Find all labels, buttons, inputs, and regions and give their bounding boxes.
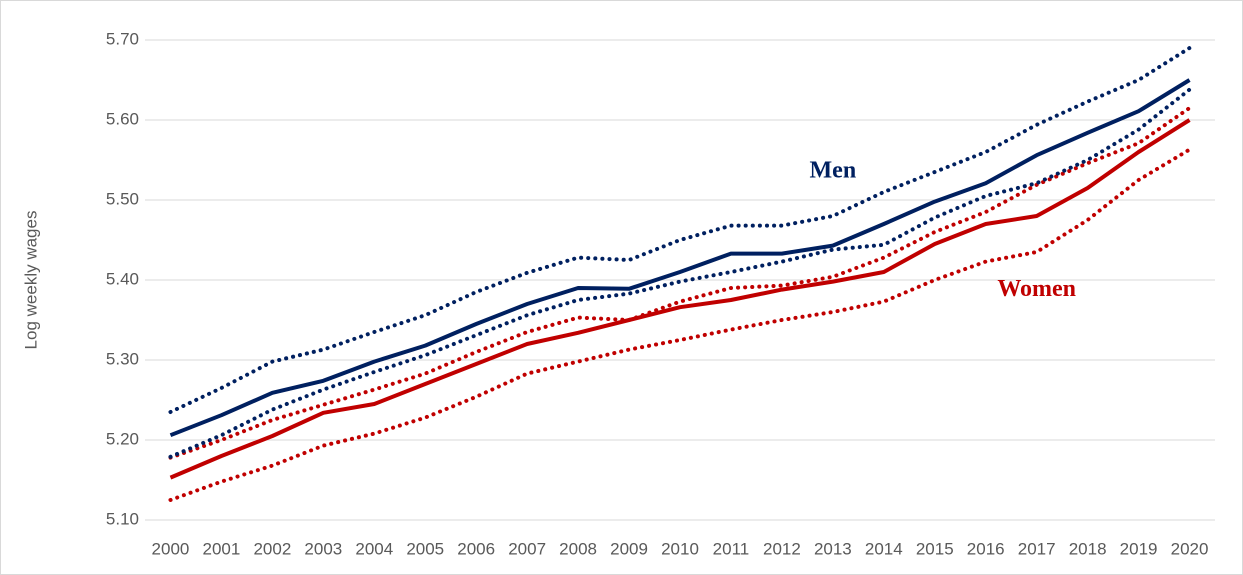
x-tick-label: 2004 — [355, 539, 393, 558]
annotation: Women — [997, 276, 1076, 302]
x-tick-label: 2016 — [967, 539, 1005, 558]
x-tick-label: 2003 — [304, 539, 342, 558]
series-line — [168, 46, 1192, 414]
x-tick-label: 2005 — [406, 539, 444, 558]
x-tick-label: 2008 — [559, 539, 597, 558]
x-tick-label: 2019 — [1120, 539, 1158, 558]
x-tick-label: 2006 — [457, 539, 495, 558]
x-tick-label: 2014 — [865, 539, 903, 558]
y-axis-label: Log weekly wages — [21, 211, 40, 350]
x-tick-label: 2017 — [1018, 539, 1056, 558]
x-tick-label: 2010 — [661, 539, 699, 558]
x-tick-label: 2018 — [1069, 539, 1107, 558]
annotation: Men — [810, 158, 857, 184]
y-tick-label: 5.50 — [106, 189, 139, 208]
series-line — [169, 78, 1191, 438]
series-line — [168, 147, 1192, 502]
x-tick-label: 2013 — [814, 539, 852, 558]
series-line — [168, 87, 1192, 459]
x-tick-label: 2015 — [916, 539, 954, 558]
y-tick-label: 5.30 — [106, 349, 139, 368]
y-tick-label: 5.70 — [106, 29, 139, 48]
x-tick-label: 2001 — [203, 539, 241, 558]
x-tick-label: 2009 — [610, 539, 648, 558]
y-tick-label: 5.60 — [106, 109, 139, 128]
x-tick-label: 2012 — [763, 539, 801, 558]
y-tick-label: 5.40 — [106, 269, 139, 288]
x-tick-label: 2000 — [152, 539, 190, 558]
series-line — [168, 106, 1192, 460]
x-tick-label: 2007 — [508, 539, 546, 558]
x-tick-label: 2002 — [253, 539, 291, 558]
x-tick-label: 2020 — [1171, 539, 1209, 558]
x-tick-label: 2011 — [713, 539, 750, 558]
y-tick-label: 5.10 — [106, 509, 139, 528]
series-line — [169, 118, 1191, 480]
y-tick-label: 5.20 — [106, 429, 139, 448]
